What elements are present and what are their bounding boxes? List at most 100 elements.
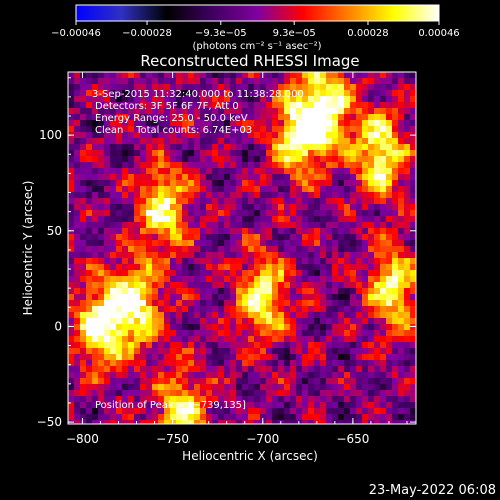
heatmap-cell (152, 210, 158, 216)
heatmap-cell (224, 390, 230, 396)
heatmap-cell (158, 228, 164, 234)
heatmap-cell (398, 354, 404, 360)
heatmap-cell (320, 246, 326, 252)
heatmap-cell (290, 402, 296, 408)
heatmap-cell (296, 84, 302, 90)
heatmap-cell (278, 186, 284, 192)
heatmap-cell (344, 342, 350, 348)
heatmap-cell (272, 246, 278, 252)
heatmap-cell (230, 378, 236, 384)
heatmap-cell (290, 126, 296, 132)
heatmap-cell (236, 84, 242, 90)
heatmap-cell (86, 216, 92, 222)
heatmap-cell (398, 150, 404, 156)
heatmap-cell (74, 336, 80, 342)
heatmap-cell (272, 186, 278, 192)
heatmap-cell (380, 342, 386, 348)
heatmap-cell (104, 132, 110, 138)
heatmap-cell (332, 204, 338, 210)
heatmap-cell (362, 276, 368, 282)
heatmap-cell (248, 144, 254, 150)
heatmap-cell (368, 276, 374, 282)
heatmap-cell (266, 342, 272, 348)
heatmap-cell (104, 234, 110, 240)
heatmap-cell (164, 324, 170, 330)
heatmap-cell (140, 114, 146, 120)
heatmap-cell (392, 258, 398, 264)
heatmap-cell (410, 390, 416, 396)
heatmap-cell (134, 276, 140, 282)
heatmap-cell (98, 180, 104, 186)
x-axis-ticks: −800 −750 −700 −650 (66, 72, 408, 446)
heatmap-cell (80, 414, 86, 420)
heatmap-cell (350, 378, 356, 384)
heatmap-cell (260, 216, 266, 222)
heatmap-cell (398, 348, 404, 354)
heatmap-cell (398, 222, 404, 228)
heatmap-cell (398, 378, 404, 384)
heatmap-cell (86, 162, 92, 168)
heatmap-cell (86, 222, 92, 228)
heatmap-cell (182, 198, 188, 204)
heatmap-cell (116, 336, 122, 342)
heatmap-cell (224, 384, 230, 390)
heatmap-cell (98, 372, 104, 378)
heatmap-cell (164, 144, 170, 150)
heatmap-cell (230, 168, 236, 174)
heatmap-cell (284, 240, 290, 246)
heatmap-cell (170, 342, 176, 348)
heatmap-cell (194, 318, 200, 324)
heatmap-cell (134, 126, 140, 132)
heatmap-cell (212, 168, 218, 174)
heatmap-cell (116, 420, 122, 424)
heatmap-cell (362, 354, 368, 360)
heatmap-cell (80, 306, 86, 312)
heatmap-cell (236, 204, 242, 210)
heatmap-cell (92, 234, 98, 240)
heatmap-cell (296, 258, 302, 264)
heatmap-cell (98, 396, 104, 402)
heatmap-cell (308, 348, 314, 354)
heatmap-cell (338, 138, 344, 144)
heatmap-cell (386, 336, 392, 342)
heatmap-cell (374, 324, 380, 330)
heatmap-cell (242, 348, 248, 354)
heatmap-cell (74, 282, 80, 288)
heatmap-cell (206, 360, 212, 366)
heatmap-cell (242, 84, 248, 90)
heatmap-cell (212, 330, 218, 336)
heatmap-cell (146, 138, 152, 144)
heatmap-cell (80, 198, 86, 204)
heatmap-cell (170, 84, 176, 90)
heatmap-cell (230, 294, 236, 300)
heatmap-cell (326, 156, 332, 162)
heatmap-cell (146, 192, 152, 198)
heatmap-cell (278, 126, 284, 132)
heatmap-cell (356, 162, 362, 168)
heatmap-cell (182, 102, 188, 108)
heatmap-cell (296, 294, 302, 300)
heatmap-cell (392, 174, 398, 180)
heatmap-cell (248, 408, 254, 414)
heatmap-cell (326, 198, 332, 204)
heatmap-cell (188, 174, 194, 180)
heatmap-cell (314, 276, 320, 282)
heatmap-cell (224, 108, 230, 114)
heatmap-cell (68, 264, 74, 270)
heatmap-cell (68, 234, 74, 240)
heatmap-cell (176, 168, 182, 174)
heatmap-cell (284, 372, 290, 378)
heatmap-cell (284, 312, 290, 318)
heatmap-cell (380, 162, 386, 168)
heatmap-cell (302, 90, 308, 96)
heatmap-cell (386, 276, 392, 282)
heatmap-cell (296, 246, 302, 252)
heatmap-cell (260, 288, 266, 294)
heatmap-cell (356, 120, 362, 126)
heatmap-cell (308, 270, 314, 276)
heatmap-cell (296, 234, 302, 240)
heatmap-cell (194, 300, 200, 306)
heatmap-cell (398, 96, 404, 102)
heatmap-cell (128, 120, 134, 126)
heatmap-cell (284, 180, 290, 186)
